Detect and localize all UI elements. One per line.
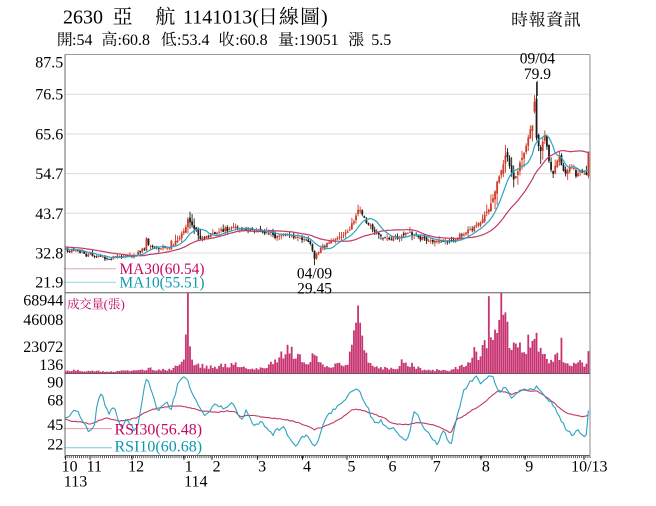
svg-text:5.5: 5.5 xyxy=(371,32,391,49)
svg-text:114: 114 xyxy=(184,473,207,490)
svg-text:RSI10(60.68): RSI10(60.68) xyxy=(115,439,203,456)
svg-text:3: 3 xyxy=(258,458,266,475)
svg-text:46008: 46008 xyxy=(23,312,63,329)
svg-text:54.7: 54.7 xyxy=(35,166,63,183)
svg-text:136: 136 xyxy=(39,357,63,374)
svg-text:68: 68 xyxy=(47,393,63,410)
svg-text:23072: 23072 xyxy=(23,339,63,356)
svg-text:79.9: 79.9 xyxy=(524,66,551,83)
svg-text::53.4: :53.4 xyxy=(177,32,209,49)
svg-text:2630: 2630 xyxy=(63,7,103,29)
svg-text:7: 7 xyxy=(433,458,441,475)
svg-text::54: :54 xyxy=(72,32,92,49)
svg-text:): ) xyxy=(121,298,125,312)
svg-text:1: 1 xyxy=(185,458,193,475)
svg-text:10/13: 10/13 xyxy=(571,458,607,475)
svg-text:21.9: 21.9 xyxy=(35,275,63,292)
svg-text:5: 5 xyxy=(348,458,356,475)
svg-text:4: 4 xyxy=(303,458,311,475)
svg-text:10: 10 xyxy=(62,458,78,475)
svg-text:65.6: 65.6 xyxy=(35,126,63,143)
svg-text:32.8: 32.8 xyxy=(35,246,63,263)
svg-text:MA10(55.51): MA10(55.51) xyxy=(120,275,205,292)
svg-text:113: 113 xyxy=(64,473,87,490)
svg-text:1141013(: 1141013( xyxy=(183,7,259,29)
svg-text::60.8: :60.8 xyxy=(118,32,150,49)
svg-text:11: 11 xyxy=(87,458,102,475)
svg-text:29.45: 29.45 xyxy=(297,281,332,298)
svg-text:12: 12 xyxy=(128,458,144,475)
svg-text:45: 45 xyxy=(47,417,63,434)
svg-text:6: 6 xyxy=(389,458,397,475)
svg-text:09/04: 09/04 xyxy=(520,51,556,68)
svg-text:(: ( xyxy=(104,298,108,312)
svg-text:9: 9 xyxy=(525,458,533,475)
svg-text::60.8: :60.8 xyxy=(235,32,267,49)
svg-text:90: 90 xyxy=(47,375,63,392)
svg-text:68944: 68944 xyxy=(23,293,63,310)
svg-text:8: 8 xyxy=(482,458,490,475)
svg-text:22: 22 xyxy=(47,437,63,454)
svg-text:76.5: 76.5 xyxy=(35,87,63,104)
svg-text:2: 2 xyxy=(213,458,221,475)
svg-text:RSI30(56.48): RSI30(56.48) xyxy=(115,422,203,439)
svg-text:MA30(60.54): MA30(60.54) xyxy=(120,261,205,278)
svg-text:): ) xyxy=(321,7,328,29)
svg-text:43.7: 43.7 xyxy=(35,206,63,223)
svg-text:04/09: 04/09 xyxy=(297,266,333,283)
svg-text:87.5: 87.5 xyxy=(35,55,63,72)
svg-text::19051: :19051 xyxy=(294,32,338,49)
